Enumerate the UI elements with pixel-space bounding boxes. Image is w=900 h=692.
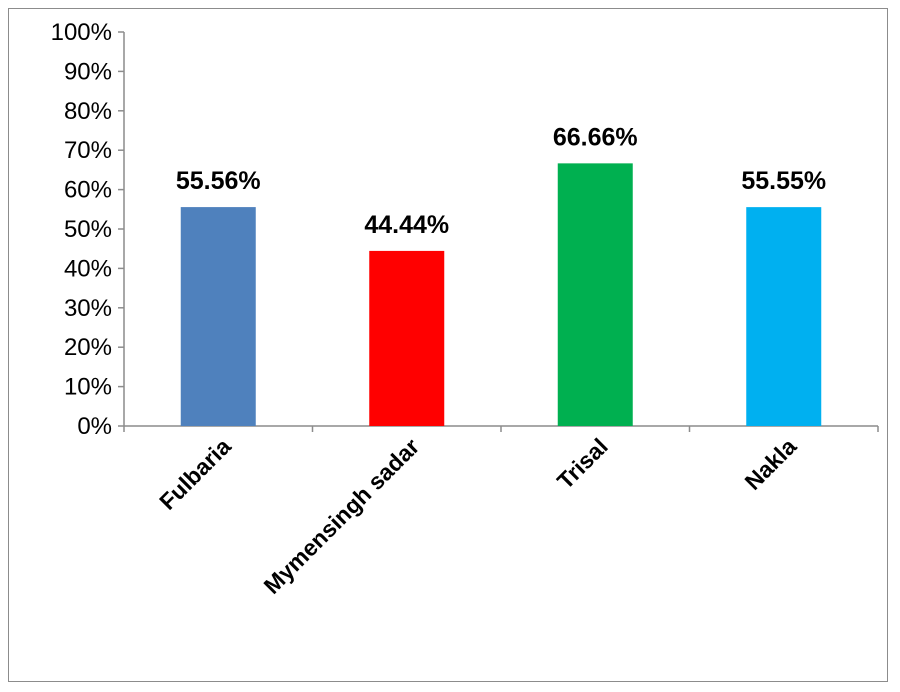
- y-tick-label: 20%: [64, 334, 112, 361]
- y-tick-label: 100%: [51, 19, 112, 46]
- y-tick-label: 70%: [64, 137, 112, 164]
- category-label: Fulbaria: [154, 433, 236, 515]
- chart-frame: [8, 8, 888, 682]
- y-tick-label: 10%: [64, 374, 112, 401]
- bar: [369, 250, 445, 426]
- data-label: 55.55%: [741, 167, 826, 195]
- y-tick-label: 60%: [64, 177, 112, 204]
- y-tick-label: 40%: [64, 255, 112, 282]
- y-tick-label: 90%: [64, 58, 112, 85]
- data-label: 66.66%: [553, 123, 638, 151]
- category-label: Mymensingh sadar: [259, 433, 425, 599]
- y-tick-label: 80%: [64, 98, 112, 125]
- bar: [557, 163, 633, 426]
- y-tick-label: 0%: [77, 413, 112, 440]
- category-label: Nakla: [740, 433, 802, 495]
- category-label: Trisal: [552, 433, 613, 494]
- bar: [180, 207, 256, 426]
- y-tick-label: 50%: [64, 216, 112, 243]
- data-label: 44.44%: [364, 211, 449, 239]
- bar: [746, 207, 822, 426]
- data-label: 55.56%: [176, 167, 261, 195]
- y-tick-label: 30%: [64, 295, 112, 322]
